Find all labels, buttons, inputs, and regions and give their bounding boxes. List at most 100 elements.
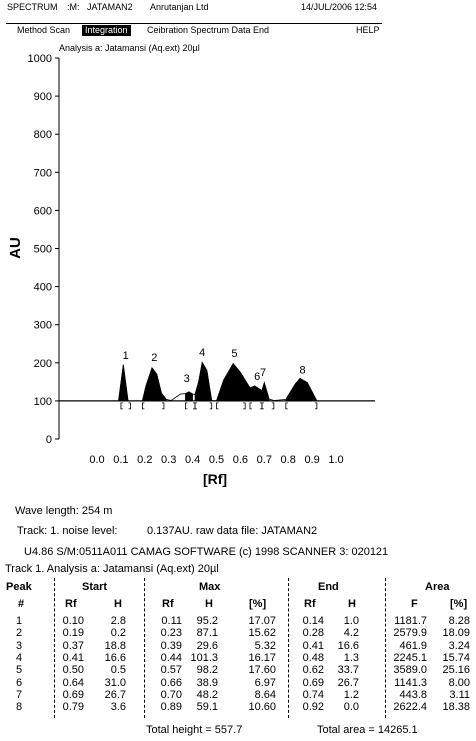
x-tick-label: 0.8	[281, 454, 296, 466]
row-peak-number: 8	[16, 701, 23, 714]
row-start-rf: 0.79	[62, 701, 84, 714]
row-end-h: 26.7	[337, 676, 359, 689]
mode-label: :M:	[67, 2, 80, 12]
row-start-rf: 0.50	[62, 664, 84, 677]
menu-bar: Method Scan Integration Ceibration Spect…	[6, 23, 382, 37]
x-tick-label: 0.6	[233, 454, 248, 466]
row-area-pct: 3.11	[449, 688, 470, 701]
menu-method-scan[interactable]: Method Scan	[17, 25, 71, 35]
row-area-f: 3589.0	[393, 664, 427, 677]
row-start-rf: 0.10	[62, 615, 84, 627]
row-max-pct: 10.60	[248, 701, 276, 714]
row-start-h: 18.8	[104, 639, 126, 652]
subheader-max-h: H	[205, 598, 213, 610]
row-peak-number: 6	[16, 676, 23, 689]
software-info: U4.86 S/M:0511A011 CAMAG SOFTWARE (c) 19…	[24, 546, 389, 558]
header-end: End	[318, 581, 339, 593]
row-area-f: 1141.3	[394, 676, 427, 689]
row-peak-number: 7	[16, 688, 23, 701]
row-start-h: 0.2	[110, 627, 126, 640]
row-max-pct: 17.60	[248, 664, 276, 677]
peak-boundary-marker	[120, 402, 123, 410]
row-area-f: 443.8	[399, 688, 427, 701]
row-max-h: 29.6	[196, 639, 218, 652]
row-area-f: 1181.7	[394, 615, 427, 627]
row-max-rf: 0.23	[160, 627, 182, 640]
file-name: JATAMAN2	[87, 2, 133, 12]
total-area: Total area = 14265.1	[317, 724, 418, 736]
row-area-pct: 25.16	[442, 664, 470, 677]
menu-integration[interactable]: Integration	[82, 25, 131, 36]
row-start-rf: 0.41	[62, 651, 84, 664]
subheader-area-f: F	[411, 598, 418, 610]
row-end-rf: 0.74	[302, 688, 324, 701]
y-tick-label: 500	[34, 244, 52, 256]
y-tick-label: 400	[34, 282, 52, 294]
row-end-rf: 0.69	[302, 676, 324, 689]
menu-help[interactable]: HELP	[356, 25, 380, 35]
row-peak-number: 1	[16, 615, 23, 627]
row-end-h: 33.7	[337, 664, 359, 677]
y-axis-label: AU	[7, 237, 24, 259]
row-peak-number: 4	[16, 651, 23, 664]
analysis-title: Track 1. Analysis a: Jatamansi (Aq.ext) …	[5, 563, 219, 575]
x-tick-label: 1.0	[328, 454, 343, 466]
peak-label: 7	[260, 367, 266, 379]
row-start-h: 16.6	[104, 651, 126, 664]
row-max-h: 98.2	[196, 664, 218, 677]
y-tick-label: 100	[34, 396, 52, 408]
row-end-rf: 0.62	[302, 664, 324, 677]
y-tick-label: 1000	[28, 53, 52, 65]
subheader-max-rf: Rf	[162, 598, 174, 610]
peak-boundary-marker	[243, 402, 246, 410]
row-end-rf: 0.14	[302, 615, 324, 627]
row-end-h: 0.0	[343, 701, 359, 714]
row-end-rf: 0.92	[302, 701, 324, 714]
row-area-pct: 3.24	[448, 639, 470, 652]
row-max-pct: 6.97	[254, 676, 276, 689]
x-tick-label: 0.3	[161, 454, 176, 466]
row-max-pct: 15.62	[248, 627, 276, 640]
y-tick-label: 0	[46, 434, 52, 446]
row-area-pct: 8.28	[448, 615, 470, 627]
menu-calibration-spectrum-data-end[interactable]: Ceibration Spectrum Data End	[147, 25, 270, 35]
app-name: SPECTRUM	[7, 2, 58, 12]
peak-label: 6	[254, 371, 260, 383]
subheader-area-pct: [%]	[450, 598, 468, 610]
peak-label: 5	[231, 348, 237, 360]
peak-boundary-marker	[194, 402, 197, 410]
row-area-pct: 18.38	[442, 701, 470, 714]
plot-area: 1 2 3 4 5 6 7 8	[59, 347, 375, 410]
y-tick-label: 700	[34, 167, 52, 179]
total-height: Total height = 557.7	[146, 724, 243, 736]
peak-boundary-marker	[185, 402, 188, 410]
peak-label: 3	[184, 373, 190, 385]
peak-area	[118, 364, 129, 402]
row-max-h: 38.9	[196, 676, 218, 689]
row-start-rf: 0.19	[62, 627, 84, 640]
peak-boundary-marker	[261, 402, 264, 410]
noise-value: 0.137AU. raw data file: JATAMAN2	[147, 525, 318, 537]
header-start: Start	[82, 581, 108, 593]
column-divider	[54, 578, 55, 718]
row-end-h: 16.6	[337, 639, 359, 652]
row-max-pct: 8.64	[254, 688, 276, 701]
row-peak-number: 3	[16, 639, 23, 652]
subheader-start-h: H	[114, 598, 122, 610]
peak-boundary-marker	[142, 402, 145, 410]
row-max-pct: 17.07	[248, 615, 276, 627]
row-max-h: 101.3	[190, 651, 218, 664]
row-max-pct: 5.32	[254, 639, 276, 652]
row-peak-number: 5	[16, 664, 23, 677]
x-tick-label: 0.4	[185, 454, 200, 466]
peak-area	[194, 361, 213, 402]
wavelength-info: Wave length: 254 m	[15, 505, 113, 517]
column-divider	[288, 578, 289, 718]
peak-boundary-marker	[285, 402, 288, 410]
x-axis: 0.0 0.1 0.2 0.3 0.4 0.5 0.6 0.7 0.8 0.9 1.0	[89, 454, 343, 466]
y-axis: 0 100 200 300 400 500 600 700 800 900 1000	[28, 53, 60, 446]
row-start-h: 3.6	[110, 701, 126, 714]
row-max-rf: 0.57	[160, 664, 182, 677]
row-area-f: 2579.9	[393, 627, 427, 640]
y-tick-label: 900	[34, 91, 52, 103]
